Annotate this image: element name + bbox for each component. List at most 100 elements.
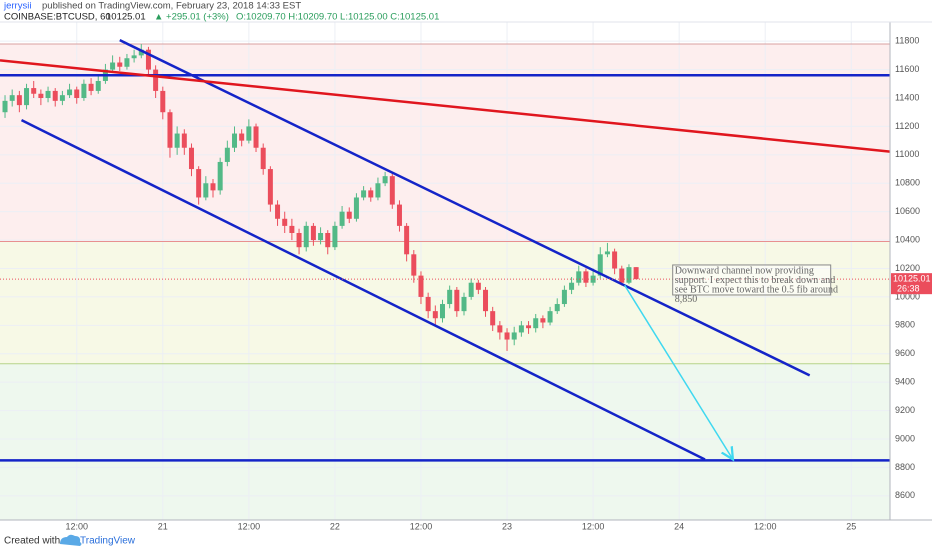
y-tick-label: 8600 — [895, 490, 915, 500]
candle-body — [174, 133, 180, 148]
candle-body — [483, 289, 489, 312]
last-price-label: 10125.01 — [893, 274, 931, 284]
candle-body — [138, 49, 144, 56]
note-text: see BTC move toward the 0.5 fib around — [675, 284, 838, 295]
change: ▲ +295.01 (+3%) — [154, 12, 229, 23]
candle-body — [131, 55, 137, 59]
candle-body — [296, 232, 302, 248]
y-tick-label: 9600 — [895, 348, 915, 358]
candle-body — [59, 95, 65, 101]
fib-zone — [0, 363, 890, 520]
candle-body — [547, 311, 553, 323]
price: 10125.01 — [106, 12, 146, 23]
trend-line — [20, 119, 706, 461]
candle-body — [188, 147, 194, 170]
note-text: 8,850 — [675, 294, 698, 305]
candle-body — [88, 83, 94, 91]
candle-body — [52, 90, 58, 101]
y-tick-label: 11400 — [895, 92, 919, 102]
candle-body — [275, 204, 281, 219]
y-tick-label: 9200 — [895, 405, 915, 415]
candle-body — [583, 271, 589, 283]
last-price-box — [891, 273, 932, 295]
candle-body — [9, 95, 15, 101]
fib-zone — [0, 241, 890, 364]
candle-body — [332, 225, 338, 248]
candle-body — [210, 183, 216, 191]
candle-body — [203, 183, 209, 198]
candle-body — [110, 62, 116, 70]
note-box — [672, 264, 832, 296]
y-tick-label: 10200 — [895, 263, 920, 273]
candle-body — [411, 254, 417, 276]
y-tick-label: 10600 — [895, 206, 920, 216]
candle-body — [439, 304, 445, 319]
candle-body — [282, 218, 288, 226]
y-tick-label: 10400 — [895, 234, 920, 244]
candle-body — [533, 318, 539, 329]
x-tick-label: 12:00 — [754, 521, 777, 531]
arrow — [624, 284, 733, 459]
y-tick-label: 9800 — [895, 320, 915, 330]
candle-body — [31, 88, 37, 94]
fib-zone — [0, 44, 890, 242]
x-tick-label: 21 — [158, 521, 168, 531]
candle-body — [361, 190, 367, 198]
candle-body — [540, 318, 546, 323]
candle-body — [375, 183, 381, 198]
candle-body — [246, 126, 252, 141]
note-text: Downward channel now providing — [675, 265, 814, 276]
candle-body — [167, 112, 173, 148]
candle-body — [633, 267, 639, 280]
axes: 8600880090009200940096009800100001020010… — [65, 36, 932, 531]
candle-body — [224, 147, 230, 162]
trend-line — [0, 59, 890, 153]
candle-body — [604, 251, 610, 255]
candle-body — [303, 225, 309, 248]
y-tick-label: 11600 — [895, 64, 919, 74]
candle-body — [526, 325, 532, 329]
y-tick-label: 10000 — [895, 291, 920, 301]
candle-body — [81, 83, 87, 99]
x-tick-label: 23 — [502, 521, 512, 531]
candle-body — [289, 225, 295, 233]
footer-brand[interactable]: TradingView — [80, 536, 136, 547]
candle-body — [124, 58, 130, 67]
y-tick-label: 11000 — [895, 149, 919, 159]
candle-body — [95, 80, 101, 91]
candle-body — [454, 289, 460, 312]
candle-body — [561, 289, 567, 305]
candle-body — [339, 211, 345, 226]
note-text: support. I expect this to break down and — [675, 275, 836, 286]
candle-body — [217, 161, 223, 191]
candle-body — [404, 225, 410, 255]
author[interactable]: jerrysii — [3, 1, 31, 12]
candle-body — [468, 282, 474, 297]
logo — [60, 534, 82, 546]
candle-body — [612, 251, 618, 269]
candle-body — [382, 176, 388, 184]
footer-created: Created with — [4, 536, 60, 547]
candle-body — [590, 275, 596, 283]
candle-body — [554, 304, 560, 312]
candle-body — [153, 69, 159, 91]
x-tick-label: 22 — [330, 521, 340, 531]
candle-body — [45, 90, 51, 99]
candle-body — [325, 232, 331, 248]
candle-body — [497, 325, 503, 333]
candle-body — [389, 176, 395, 205]
candle-body — [346, 211, 352, 219]
x-tick-label: 12:00 — [410, 521, 433, 531]
candle-body — [232, 133, 238, 148]
symbol: COINBASE:BTCUSD, 60 — [4, 12, 111, 23]
x-tick-label: 12:00 — [238, 521, 261, 531]
candle-body — [24, 88, 30, 106]
candle-body — [475, 282, 481, 290]
candle-body — [518, 325, 524, 333]
candle-body — [318, 232, 324, 241]
candle-body — [425, 296, 431, 312]
candle-body — [267, 169, 273, 205]
candle-body — [597, 254, 603, 276]
